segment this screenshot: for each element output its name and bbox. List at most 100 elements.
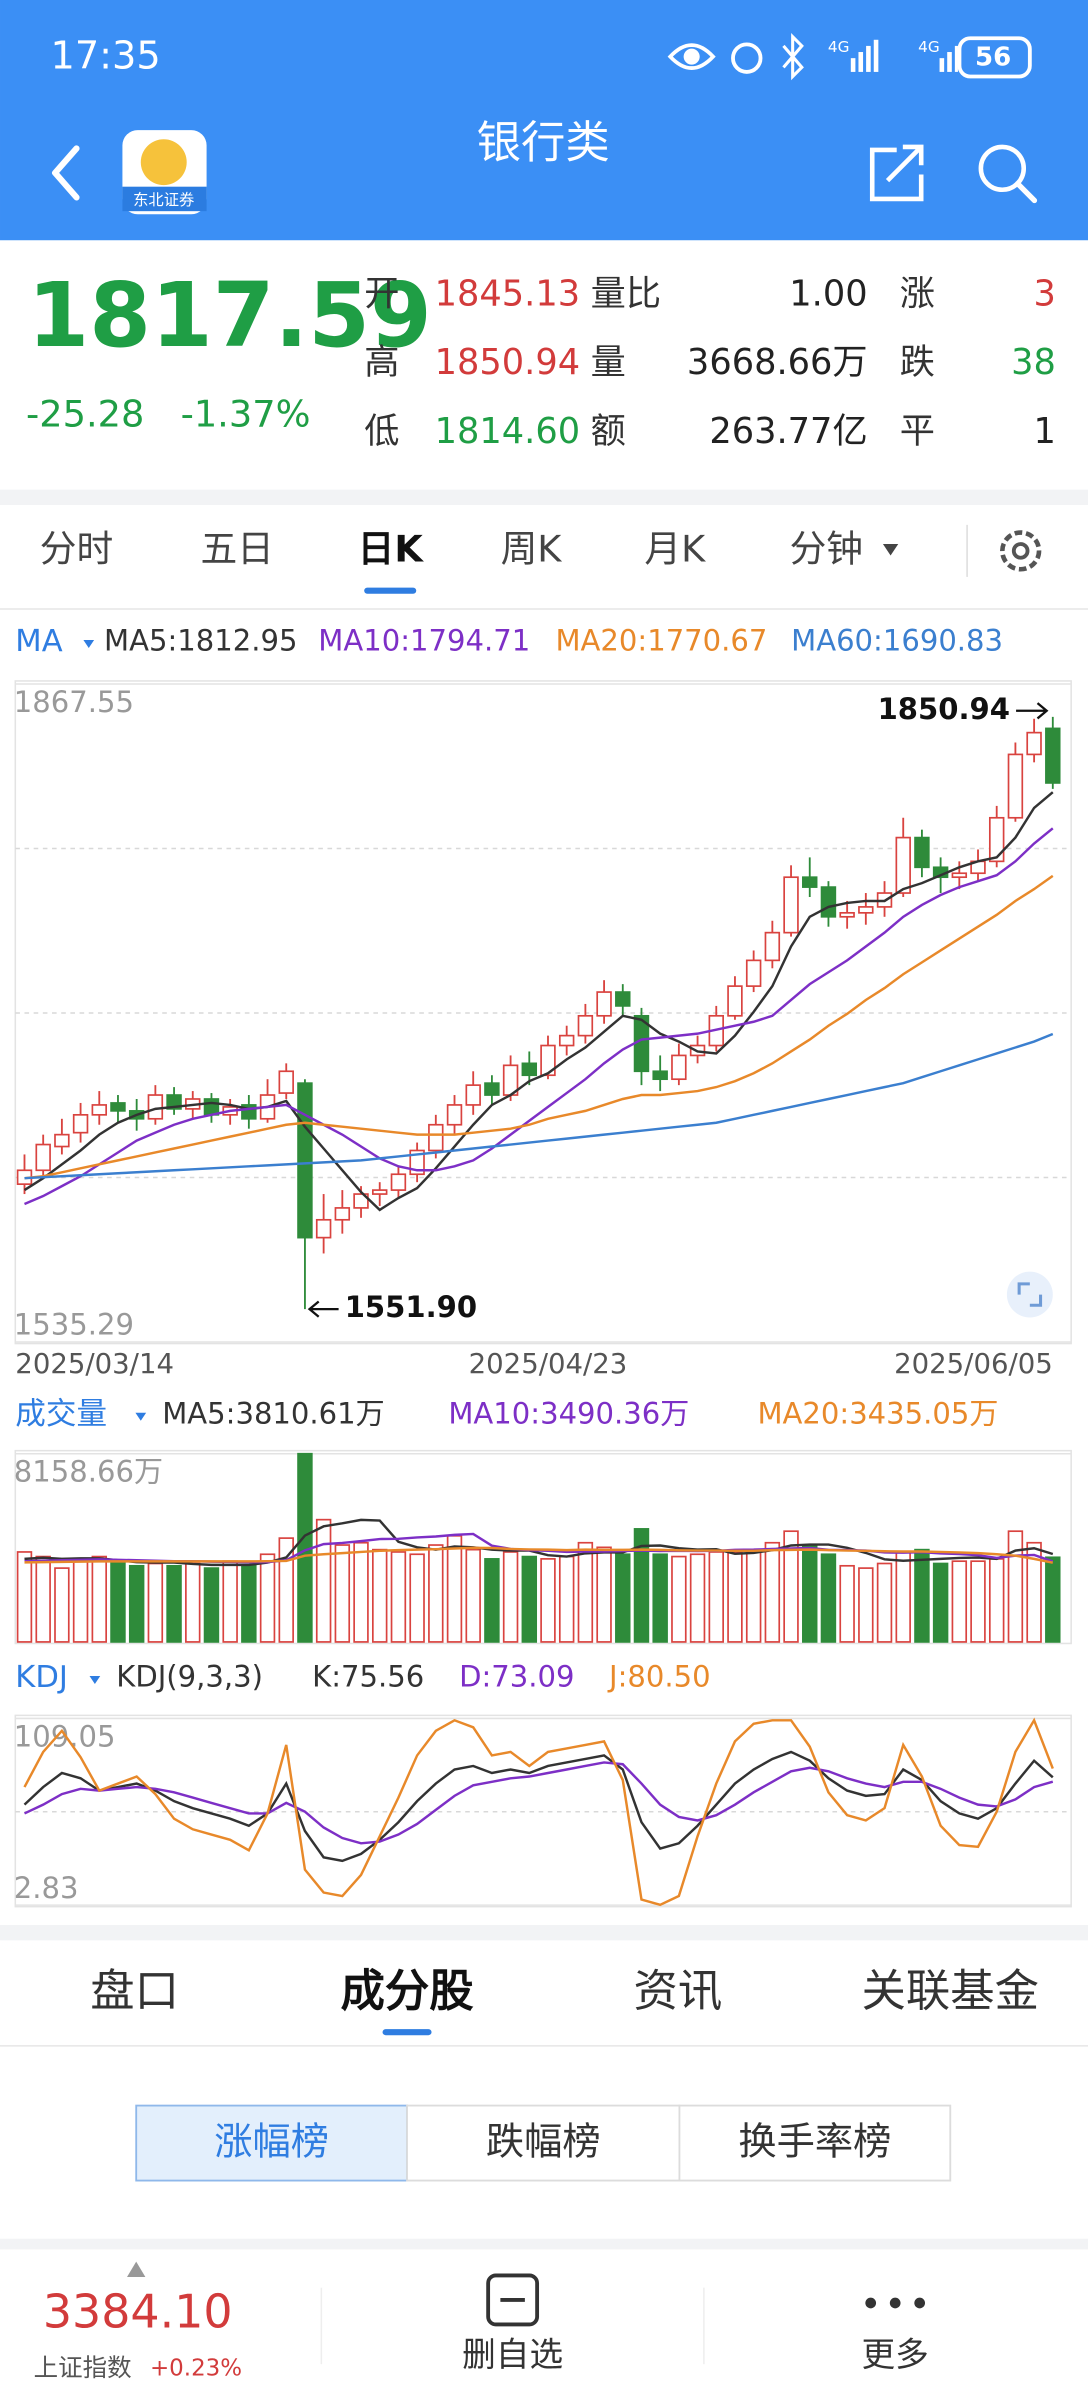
stat-value: 1.00 (789, 273, 867, 314)
candle-body (91, 1104, 108, 1116)
candle-body (446, 1104, 463, 1126)
legend-entry: MA5:3810.61万 (162, 1396, 384, 1430)
legend-entry: MA10:1794.71 (318, 624, 530, 658)
volume-bar (502, 1551, 519, 1643)
stat-label: 低 (364, 411, 399, 452)
segment[interactable] (678, 2104, 952, 2182)
volume-bar (540, 1558, 556, 1643)
indicator-title[interactable]: KDJ (15, 1660, 68, 1695)
y-tick-label: 8158.66万 (14, 1455, 163, 1489)
candle-body (428, 1123, 444, 1152)
period-tab[interactable]: 月K (644, 527, 706, 570)
volume-bar (72, 1558, 89, 1643)
min-annotation: 1551.90 (345, 1290, 477, 1324)
candle-body (652, 1070, 668, 1081)
volume-bar (633, 1528, 650, 1643)
network-label: 4G (828, 38, 850, 56)
indicator-title[interactable]: 成交量 (15, 1397, 107, 1432)
legend-entry: MA5:1812.95 (104, 624, 297, 658)
period-tab[interactable]: 周K (501, 527, 563, 570)
remove-icon[interactable] (486, 2273, 540, 2327)
candle-body (745, 959, 762, 987)
segment-label[interactable]: 涨幅榜 (214, 2119, 329, 2164)
segment[interactable] (135, 2104, 408, 2182)
candle-body (54, 1133, 70, 1148)
volume-bar (970, 1560, 986, 1643)
volume-bar (932, 1562, 949, 1643)
x-tick-label: 2025/06/05 (894, 1348, 1053, 1380)
x-tick-label: 2025/04/23 (469, 1348, 628, 1380)
volume-bar (521, 1555, 538, 1643)
period-tab[interactable]: 日K (358, 527, 425, 570)
volume-bar (390, 1551, 407, 1643)
candle-body (858, 906, 874, 914)
candle-body (110, 1102, 126, 1112)
search-button[interactable] (978, 144, 1027, 193)
volume-bar (241, 1564, 257, 1643)
section-tab[interactable]: 关联基金 (862, 1966, 1039, 2017)
segment-label[interactable]: 跌幅榜 (486, 2119, 601, 2164)
stat-label: 高 (364, 342, 399, 383)
stat-value: 1850.94 (435, 342, 581, 383)
volume-bar (951, 1560, 968, 1643)
candle-body (1045, 727, 1061, 784)
y-tick-label: 1535.29 (14, 1308, 134, 1342)
volume-bar (484, 1558, 500, 1643)
segment[interactable] (406, 2104, 681, 2182)
stat-value: 1845.13 (435, 273, 581, 314)
legend-entry: K:75.56 (312, 1660, 424, 1694)
y-tick-label: 2.83 (14, 1871, 79, 1905)
stat-label: 跌 (900, 342, 935, 383)
volume-bar (802, 1544, 818, 1643)
zoom-icon (1017, 1282, 1043, 1307)
dropdown-caret (83, 640, 95, 649)
dropdown-caret (882, 543, 899, 556)
back-button[interactable] (52, 145, 80, 201)
indicator-title[interactable]: MA (15, 624, 62, 659)
legend-entry: MA60:1690.83 (791, 624, 1003, 658)
candle-body (315, 1218, 332, 1239)
dropdown-caret (135, 1412, 147, 1421)
ma-line (23, 1761, 1054, 1845)
share-button[interactable] (869, 144, 924, 202)
ma-line (23, 1750, 1054, 1863)
settings-hub (1011, 542, 1030, 560)
more-icon[interactable] (865, 2297, 926, 2309)
index-value[interactable]: 3384.10 (43, 2285, 233, 2339)
eye-icon (667, 43, 716, 70)
remove-watchlist[interactable]: 删自选 (462, 2335, 563, 2374)
candle-body (951, 872, 968, 879)
volume-bar (652, 1553, 668, 1643)
ma-line (24, 1032, 1054, 1180)
segment-label[interactable]: 换手率榜 (738, 2119, 891, 2164)
settings-button[interactable] (1000, 530, 1042, 572)
volume-bar (876, 1562, 893, 1643)
zoom-button[interactable] (1006, 1271, 1053, 1318)
period-tab[interactable]: 五日 (200, 527, 273, 570)
volume-bar (895, 1551, 911, 1643)
candle-body (297, 1082, 313, 1239)
divider (0, 489, 1088, 505)
candle-body (615, 991, 631, 1007)
period-tab[interactable]: 分时 (40, 527, 113, 570)
stat-value: 3668.66万 (687, 342, 868, 383)
candle-body (783, 876, 799, 934)
ma-line (24, 1546, 1054, 1564)
section-tab[interactable]: 成分股 (340, 1966, 474, 2017)
volume-bar (54, 1567, 70, 1643)
candle-body (839, 911, 855, 918)
ma-line (24, 1518, 1054, 1567)
stat-label: 量 (591, 342, 626, 383)
volume-bar (409, 1553, 425, 1643)
volume-bar (783, 1530, 799, 1643)
candle-body (558, 1034, 575, 1047)
candle-body (465, 1084, 481, 1106)
search-handle (1014, 180, 1038, 204)
section-tab[interactable]: 资讯 (634, 1966, 723, 2017)
more-action[interactable]: 更多 (862, 2335, 929, 2374)
volume-bar (558, 1555, 575, 1643)
period-tab[interactable]: 分钟 (790, 527, 863, 570)
tab-indicator (382, 2029, 432, 2036)
section-tab[interactable]: 盘口 (90, 1966, 179, 2017)
candle-body (820, 886, 837, 918)
